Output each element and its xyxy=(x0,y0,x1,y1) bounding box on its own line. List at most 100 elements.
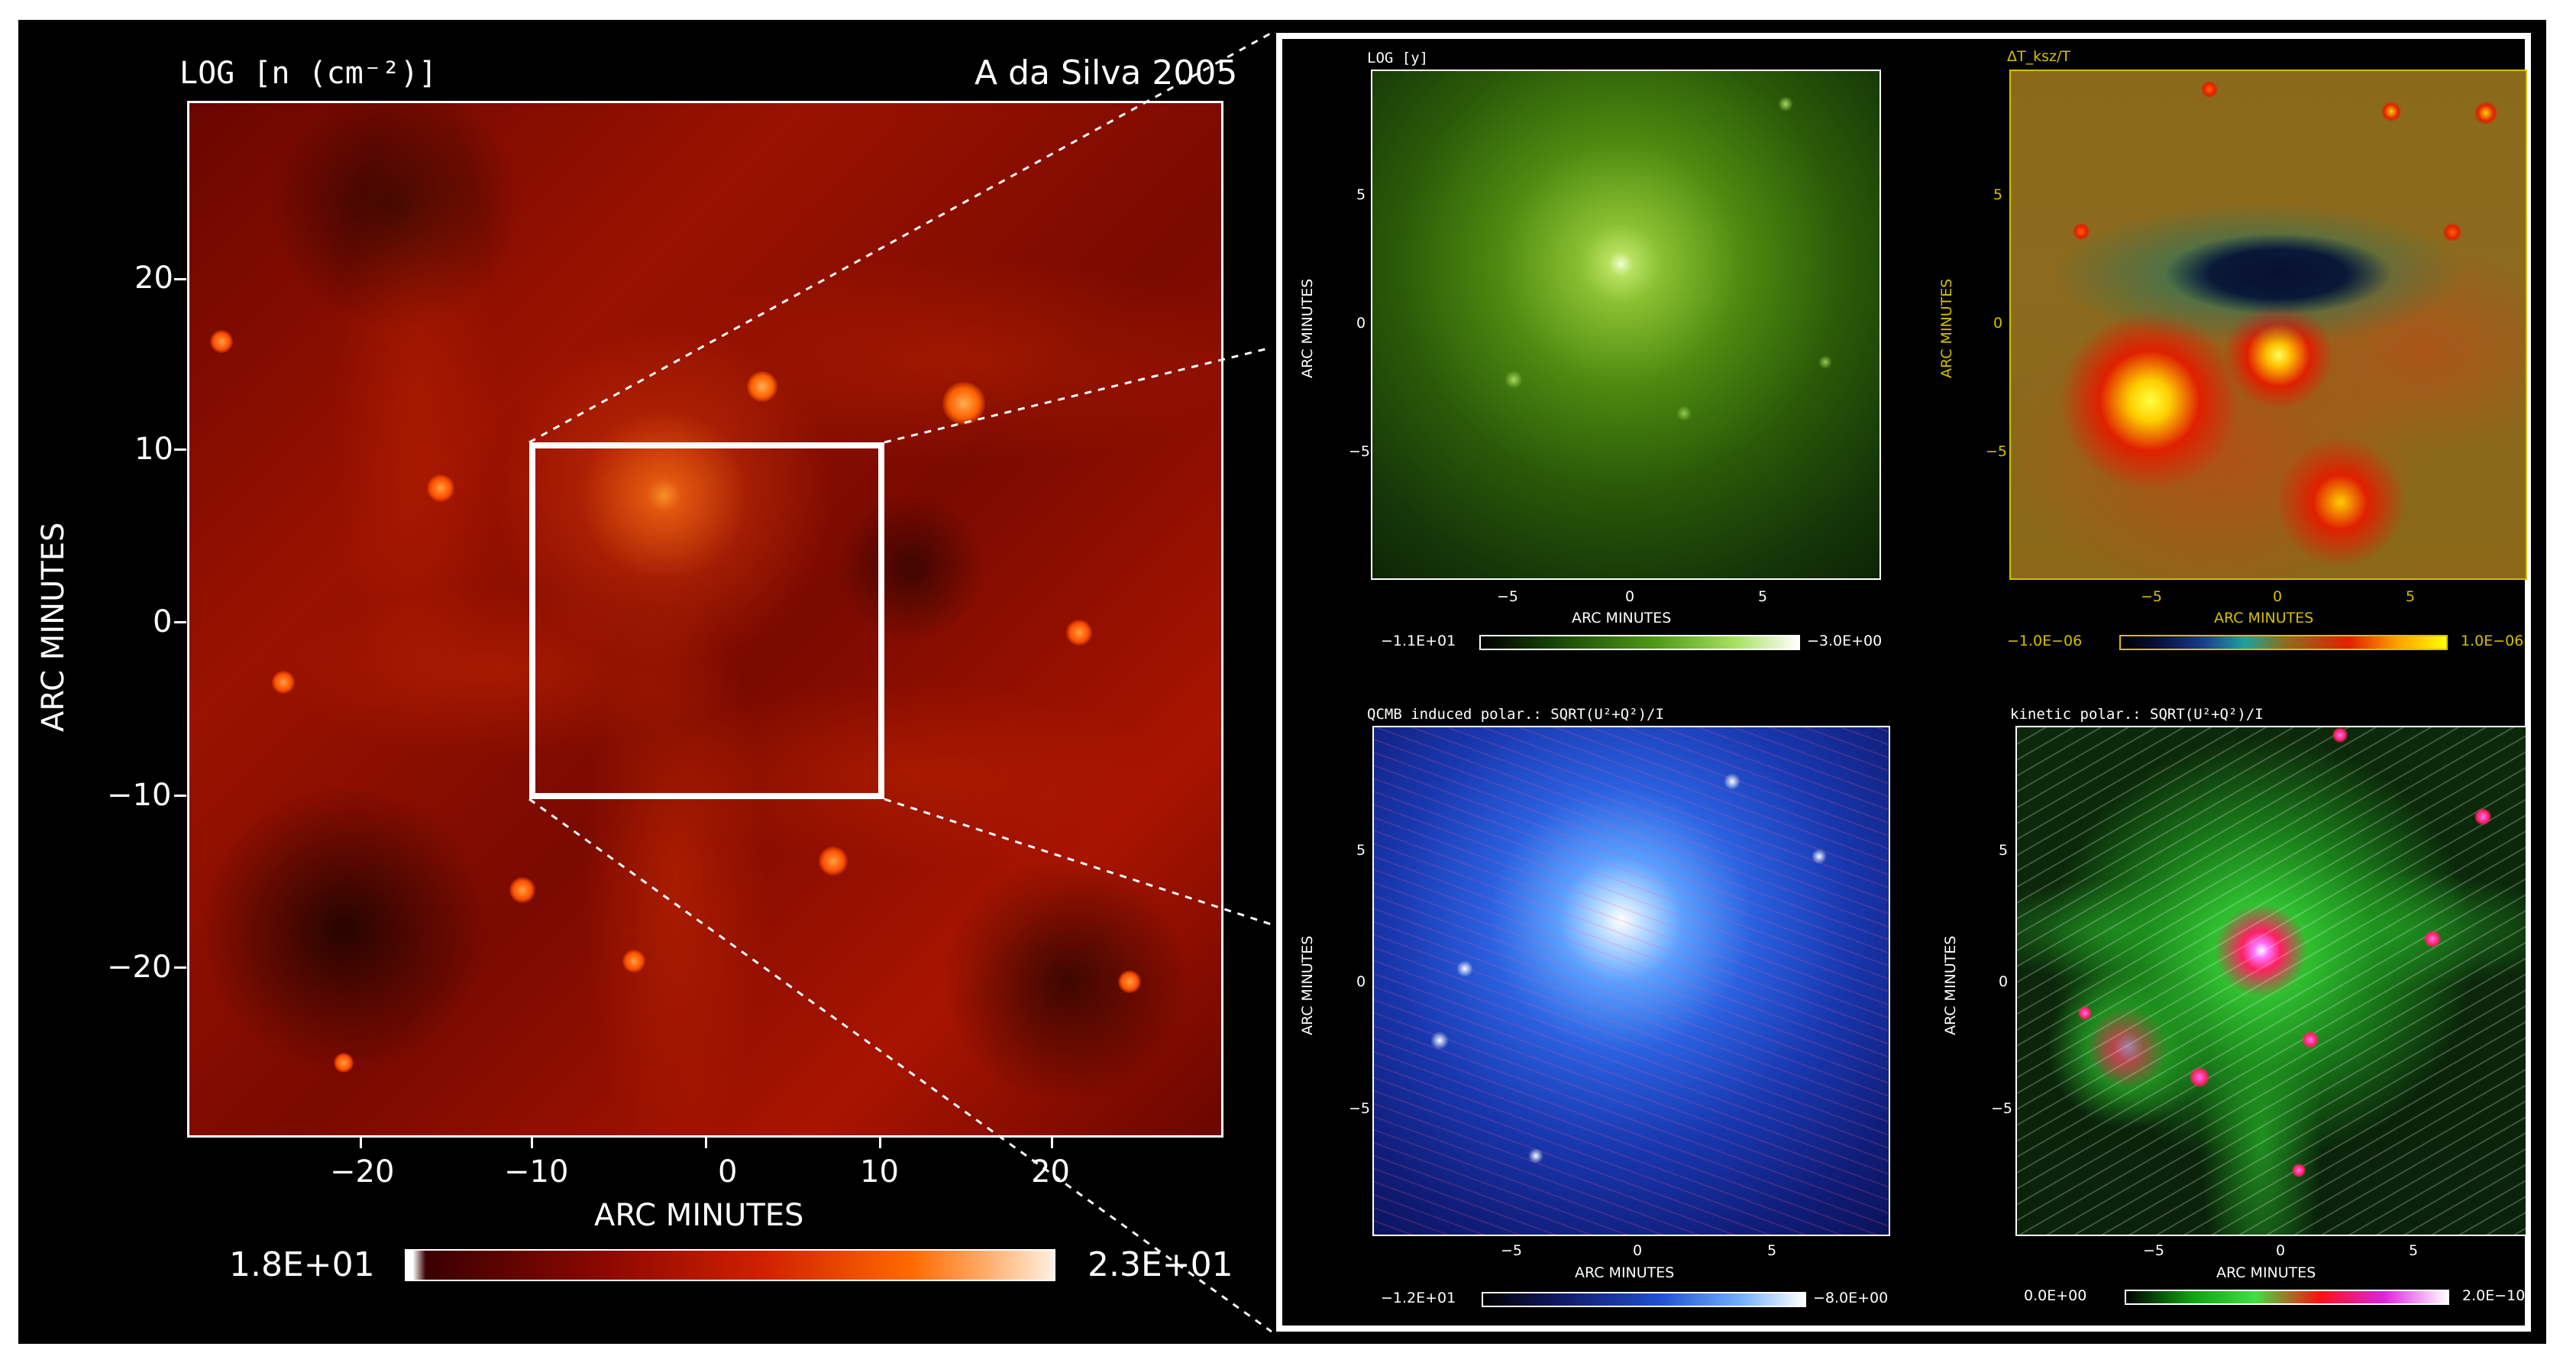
hot-spot xyxy=(2443,223,2462,242)
x-axis-label: ARC MINUTES xyxy=(1575,1264,1675,1281)
x-tick-mark xyxy=(360,1136,362,1148)
x-tick-label: −5 xyxy=(1497,588,1519,605)
x-tick-label: 5 xyxy=(1758,588,1768,605)
x-tick-label: 0 xyxy=(718,1154,738,1190)
qcmb-polarization-map xyxy=(1372,726,1890,1236)
colorbar-min-label: −1.0E−06 xyxy=(2007,633,2083,649)
x-tick-label: 0 xyxy=(2276,1242,2286,1259)
credit-label: A da Silva 2005 xyxy=(974,53,1238,92)
x-axis-label: ARC MINUTES xyxy=(594,1198,804,1233)
bright-clump xyxy=(942,381,986,425)
hot-spot xyxy=(2474,101,2497,125)
y-tick-label: 20 xyxy=(134,261,173,296)
colorbar-max-label: −3.0E+00 xyxy=(1807,633,1883,649)
y-tick-label: 5 xyxy=(1356,842,1366,859)
bright-clump xyxy=(1778,96,1794,112)
y-tick-mark xyxy=(174,448,186,451)
y-tick-label: 5 xyxy=(1999,842,2009,859)
panel-title-compton-y: LOG [y] xyxy=(1367,50,1429,66)
hot-spot xyxy=(2332,727,2348,743)
bright-clump xyxy=(1528,1148,1544,1164)
colorbar-diverging xyxy=(2119,635,2448,650)
gas-column-density-map xyxy=(187,101,1223,1138)
ksz-temperature-map xyxy=(2009,70,2527,580)
kinetic-polarization-map xyxy=(2015,726,2527,1236)
hot-spot xyxy=(2291,1164,2306,1178)
x-tick-mark xyxy=(879,1136,881,1148)
bright-clump xyxy=(1811,849,1827,865)
hot-spot xyxy=(2201,81,2219,99)
zoom-line-upper-mid xyxy=(884,346,1272,444)
y-axis-label: ARC MINUTES xyxy=(1299,935,1316,1035)
y-tick-label: 0 xyxy=(1356,315,1366,332)
colorbar-max-label: 2.3E+01 xyxy=(1088,1245,1233,1284)
bright-clump xyxy=(1676,406,1692,422)
x-tick-label: 5 xyxy=(2409,1242,2419,1259)
compton-y-map xyxy=(1371,70,1881,580)
y-axis-label: ARC MINUTES xyxy=(1942,935,1959,1035)
y-tick-label: −10 xyxy=(107,778,172,813)
x-axis-label: ARC MINUTES xyxy=(1572,610,1672,626)
y-tick-mark xyxy=(174,278,186,280)
y-axis-label: ARC MINUTES xyxy=(1299,278,1316,378)
bright-clump xyxy=(1117,969,1141,993)
x-tick-label: −5 xyxy=(2143,1242,2165,1259)
x-tick-mark xyxy=(531,1136,533,1148)
x-tick-label: 20 xyxy=(1031,1154,1070,1190)
y-tick-label: 5 xyxy=(1356,186,1366,203)
x-tick-label: 10 xyxy=(860,1154,899,1190)
x-axis-label: ARC MINUTES xyxy=(2216,1264,2316,1281)
y-tick-label: −5 xyxy=(1986,443,2008,460)
panel-title-kinetic-polarization: kinetic polar.: SQRT(U²+Q²)/I xyxy=(2010,706,2264,723)
main-panel-title: LOG [n (cm⁻²)] xyxy=(179,56,438,91)
bright-clump xyxy=(1724,772,1741,790)
zoom-line-top xyxy=(528,31,1272,444)
colorbar-min-label: −1.1E+01 xyxy=(1381,633,1456,649)
colorbar-max-label: −8.0E+00 xyxy=(1813,1290,1889,1306)
y-tick-label: −20 xyxy=(107,950,172,985)
zoom-region-box xyxy=(529,442,884,799)
y-tick-mark xyxy=(174,621,186,623)
x-tick-label: 5 xyxy=(2406,588,2416,605)
bright-clump xyxy=(210,330,234,354)
bright-clump xyxy=(272,671,296,694)
x-tick-label: 0 xyxy=(1625,588,1635,605)
x-tick-label: 0 xyxy=(1633,1242,1643,1259)
y-axis-label: ARC MINUTES xyxy=(1938,278,1955,378)
y-tick-label: −5 xyxy=(1349,1100,1371,1117)
bright-clump xyxy=(1504,370,1523,389)
colorbar-min-label: −1.2E+01 xyxy=(1381,1290,1456,1306)
y-tick-label: 0 xyxy=(1356,973,1366,990)
zoom-line-lower-mid xyxy=(884,798,1272,926)
panel-title-qcmb-polarization: QCMB induced polar.: SQRT(U²+Q²)/I xyxy=(1367,706,1664,723)
hot-spot xyxy=(2072,223,2090,241)
bright-clump xyxy=(509,877,535,904)
x-tick-mark xyxy=(705,1136,707,1148)
hot-spot xyxy=(2423,930,2441,947)
y-tick-mark xyxy=(174,795,186,797)
y-tick-mark xyxy=(174,966,186,969)
x-tick-label: 5 xyxy=(1767,1242,1777,1259)
x-tick-mark xyxy=(1051,1136,1053,1148)
x-axis-label: ARC MINUTES xyxy=(2214,610,2314,626)
colorbar-green xyxy=(1479,635,1800,650)
bright-clump xyxy=(1066,619,1093,646)
hot-spot xyxy=(2301,1031,2319,1049)
y-tick-label: −5 xyxy=(1349,443,1371,460)
bright-clump xyxy=(622,949,646,973)
colorbar-max-label: 2.0E−10 xyxy=(2462,1287,2526,1304)
hot-spot xyxy=(2077,1006,2092,1021)
colorbar-blue xyxy=(1482,1292,1806,1307)
zoom-line-bottom xyxy=(528,798,1272,1333)
y-tick-label: 0 xyxy=(1993,315,2003,332)
colorbar-green-red-magenta xyxy=(2125,1290,2449,1305)
y-tick-label: 0 xyxy=(153,604,173,639)
colorbar-min-label: 1.8E+01 xyxy=(229,1245,375,1284)
x-tick-label: −20 xyxy=(330,1154,395,1190)
colorbar-min-label: 0.0E+00 xyxy=(2024,1287,2087,1304)
bright-clump xyxy=(1430,1031,1450,1050)
bright-clump xyxy=(1456,960,1473,978)
x-tick-label: −5 xyxy=(2141,588,2163,605)
bright-clump xyxy=(426,474,454,503)
